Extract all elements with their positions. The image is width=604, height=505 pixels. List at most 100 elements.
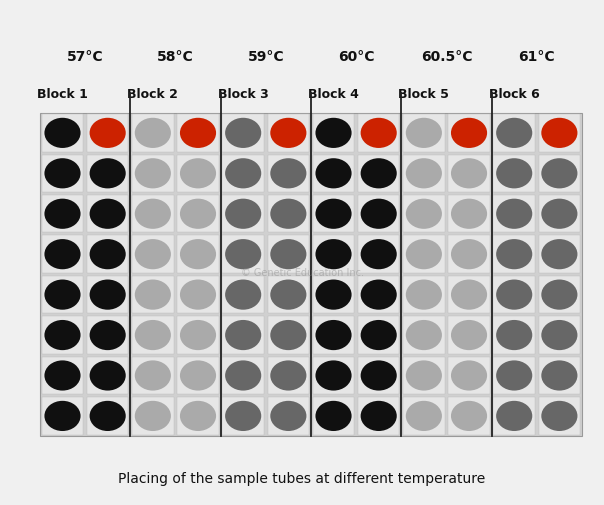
FancyBboxPatch shape [132,357,173,394]
FancyBboxPatch shape [42,317,83,354]
FancyBboxPatch shape [539,195,580,233]
FancyBboxPatch shape [177,115,219,153]
Text: 57°C: 57°C [67,50,103,64]
FancyBboxPatch shape [42,115,83,153]
FancyBboxPatch shape [493,236,535,273]
FancyBboxPatch shape [313,317,355,354]
FancyBboxPatch shape [403,276,445,314]
Circle shape [45,401,80,431]
FancyBboxPatch shape [222,115,264,153]
Circle shape [496,199,532,229]
FancyBboxPatch shape [403,195,445,233]
FancyBboxPatch shape [268,155,309,192]
Circle shape [225,199,262,229]
Circle shape [496,401,532,431]
FancyBboxPatch shape [313,276,355,314]
Circle shape [406,280,442,310]
FancyBboxPatch shape [539,236,580,273]
FancyBboxPatch shape [448,276,490,314]
FancyBboxPatch shape [42,236,83,273]
FancyBboxPatch shape [539,115,580,153]
FancyBboxPatch shape [268,317,309,354]
FancyBboxPatch shape [539,317,580,354]
Circle shape [225,119,262,148]
FancyBboxPatch shape [493,276,535,314]
FancyBboxPatch shape [448,357,490,394]
Text: 59°C: 59°C [248,50,284,64]
FancyBboxPatch shape [87,155,129,192]
FancyBboxPatch shape [222,317,264,354]
FancyBboxPatch shape [42,397,83,435]
Circle shape [451,159,487,189]
Circle shape [541,199,577,229]
FancyBboxPatch shape [177,317,219,354]
FancyBboxPatch shape [448,195,490,233]
FancyBboxPatch shape [313,195,355,233]
Circle shape [89,239,126,270]
FancyBboxPatch shape [448,317,490,354]
FancyBboxPatch shape [87,397,129,435]
Circle shape [361,239,397,270]
FancyBboxPatch shape [132,115,173,153]
FancyBboxPatch shape [87,276,129,314]
Circle shape [45,119,80,148]
FancyBboxPatch shape [132,397,173,435]
Circle shape [451,401,487,431]
FancyBboxPatch shape [132,236,173,273]
Circle shape [45,320,80,350]
Circle shape [225,159,262,189]
Circle shape [315,320,352,350]
Circle shape [541,401,577,431]
FancyBboxPatch shape [177,276,219,314]
Circle shape [270,239,306,270]
Circle shape [135,159,171,189]
Circle shape [225,401,262,431]
Circle shape [135,361,171,391]
Text: 61°C: 61°C [518,50,555,64]
Circle shape [406,119,442,148]
Circle shape [541,159,577,189]
Circle shape [361,320,397,350]
FancyBboxPatch shape [313,155,355,192]
Text: 60°C: 60°C [338,50,374,64]
Circle shape [270,159,306,189]
FancyBboxPatch shape [268,276,309,314]
Circle shape [541,320,577,350]
Circle shape [496,320,532,350]
FancyBboxPatch shape [448,155,490,192]
FancyBboxPatch shape [222,155,264,192]
Text: Block 4: Block 4 [308,88,359,101]
FancyBboxPatch shape [87,236,129,273]
FancyBboxPatch shape [493,195,535,233]
FancyBboxPatch shape [42,155,83,192]
Circle shape [89,401,126,431]
FancyBboxPatch shape [358,276,399,314]
Circle shape [225,320,262,350]
FancyBboxPatch shape [313,357,355,394]
Circle shape [361,361,397,391]
Circle shape [541,239,577,270]
Text: Block 2: Block 2 [127,88,178,101]
Circle shape [496,280,532,310]
FancyBboxPatch shape [448,236,490,273]
FancyBboxPatch shape [358,397,399,435]
Circle shape [45,239,80,270]
FancyBboxPatch shape [222,195,264,233]
Circle shape [225,280,262,310]
Circle shape [315,401,352,431]
Circle shape [270,401,306,431]
Circle shape [89,361,126,391]
FancyBboxPatch shape [132,195,173,233]
Circle shape [406,199,442,229]
FancyBboxPatch shape [539,397,580,435]
FancyBboxPatch shape [358,357,399,394]
Circle shape [45,280,80,310]
Circle shape [135,119,171,148]
Circle shape [270,361,306,391]
FancyBboxPatch shape [40,114,582,436]
FancyBboxPatch shape [403,236,445,273]
Circle shape [180,280,216,310]
Circle shape [180,361,216,391]
Circle shape [135,239,171,270]
FancyBboxPatch shape [493,115,535,153]
